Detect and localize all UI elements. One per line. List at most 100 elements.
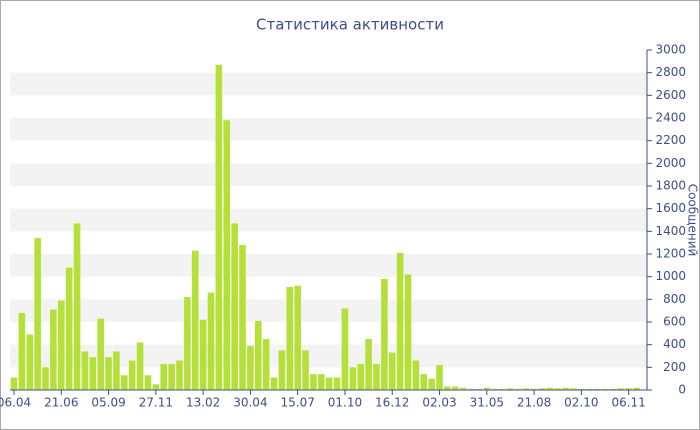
bar [507, 388, 514, 390]
bar [412, 360, 420, 390]
bar [570, 388, 577, 390]
bar [57, 300, 65, 390]
bar [522, 388, 530, 390]
x-tick-label: 02.10 [564, 396, 598, 410]
x-tick-label: 06.04 [0, 396, 31, 410]
bar [128, 360, 136, 390]
bar [436, 365, 443, 390]
bar [105, 357, 112, 390]
bar [89, 357, 97, 390]
bar [184, 297, 191, 390]
bar [50, 309, 57, 390]
y-tick-label: 1200 [655, 247, 686, 261]
bar [562, 387, 569, 390]
bar [459, 387, 467, 390]
bar [396, 252, 404, 390]
grid-band [10, 163, 647, 186]
bar [381, 278, 388, 390]
chart-title: Статистика активности [256, 16, 444, 34]
bar [294, 285, 301, 390]
y-tick-label: 3000 [655, 43, 686, 57]
y-axis-title: Сообщений [686, 184, 700, 257]
bar [207, 292, 215, 390]
y-tick-label: 2800 [655, 65, 686, 79]
bar [113, 351, 120, 390]
bar [475, 388, 483, 390]
x-tick-label: 05.09 [91, 396, 125, 410]
bar [483, 387, 491, 390]
bar [546, 387, 554, 390]
bar [357, 363, 365, 390]
bar [26, 334, 34, 390]
bar [254, 320, 262, 390]
bar [65, 267, 73, 390]
y-tick-label: 0 [678, 383, 686, 397]
bar [270, 377, 278, 390]
bar [310, 374, 317, 390]
bar [404, 274, 412, 390]
x-tick-label: 31.05 [470, 396, 504, 410]
bar [633, 387, 640, 390]
bar [73, 223, 81, 390]
grid-band [10, 254, 647, 277]
y-tick-label: 2000 [655, 156, 686, 170]
bar [239, 244, 246, 390]
x-tick-label: 30.04 [233, 396, 267, 410]
bar [601, 388, 609, 390]
bar [318, 374, 325, 390]
grid-band [10, 299, 647, 322]
y-tick-label: 1000 [655, 269, 686, 283]
grid-band [10, 72, 647, 96]
bar [152, 384, 160, 390]
bar [286, 286, 294, 390]
y-tick-label: 200 [663, 360, 686, 374]
bar [81, 351, 89, 390]
bar [42, 367, 49, 390]
x-tick-label: 21.06 [44, 396, 78, 410]
y-tick-label: 1800 [655, 179, 686, 193]
bar [467, 388, 475, 390]
grid-band [10, 208, 647, 232]
y-tick-label: 600 [663, 315, 686, 329]
bar [420, 374, 428, 390]
bar [625, 388, 632, 390]
bar [499, 388, 506, 390]
bar [302, 350, 309, 390]
bar [231, 223, 238, 390]
y-tick-label: 2600 [655, 88, 686, 102]
bar [491, 388, 498, 390]
bar [530, 388, 538, 390]
bar [215, 64, 223, 390]
bar [333, 377, 341, 390]
bar [10, 377, 18, 390]
x-tick-label: 15.07 [281, 396, 315, 410]
bar [365, 339, 372, 390]
bar [578, 388, 585, 390]
bar [341, 308, 349, 390]
bar [617, 388, 625, 390]
bar [247, 345, 254, 390]
x-tick-label: 16.12 [375, 396, 409, 410]
bar [593, 388, 601, 390]
y-tick-label: 2200 [655, 133, 686, 147]
y-tick-label: 400 [663, 337, 686, 351]
y-tick-label: 2400 [655, 111, 686, 125]
bar [144, 375, 152, 390]
bar [223, 120, 231, 391]
bar [278, 350, 286, 390]
y-tick-label: 1600 [655, 201, 686, 215]
bar [373, 363, 380, 390]
bar [428, 378, 435, 390]
x-tick-label: 27.11 [139, 396, 173, 410]
x-tick-label: 21.08 [517, 396, 551, 410]
y-tick-label: 1400 [655, 224, 686, 238]
bar [121, 375, 128, 390]
bar [554, 388, 562, 390]
bar [325, 377, 333, 390]
bar [97, 318, 104, 390]
y-tick-label: 800 [663, 292, 686, 306]
bar [451, 386, 459, 390]
bar [515, 388, 522, 390]
bar [191, 250, 199, 390]
